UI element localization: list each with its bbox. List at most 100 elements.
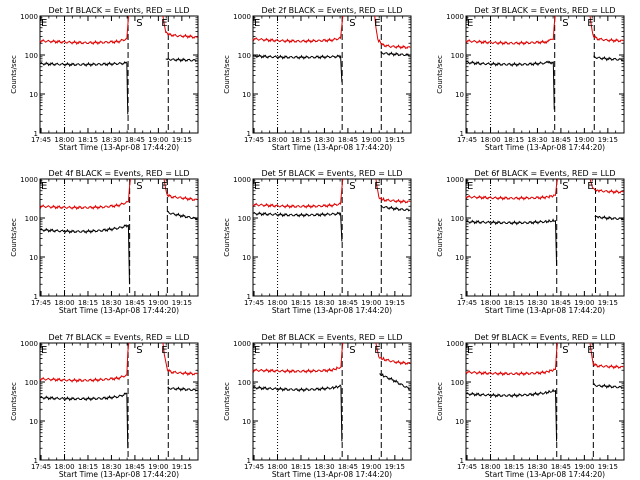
chart-title: Det 7f BLACK = Events, RED = LLD <box>48 333 189 342</box>
x-tick-label: 18:15 <box>291 463 311 471</box>
events-series-line <box>380 204 411 212</box>
y-tick-label: 1000 <box>233 13 251 21</box>
y-tick-label: 1000 <box>20 13 38 21</box>
y-axis-label: Counts/sec <box>223 382 231 421</box>
y-axis-label: Counts/sec <box>10 55 18 94</box>
y-tick-label: 100 <box>238 215 251 223</box>
x-tick-label: 18:00 <box>267 463 287 471</box>
x-tick-label: 18:30 <box>527 299 547 307</box>
lld-series-line <box>39 15 130 46</box>
interval-marker-label: E <box>374 18 380 29</box>
x-tick-label: 19:15 <box>598 463 618 471</box>
lld-series-line <box>374 15 411 50</box>
events-series-line <box>39 61 129 115</box>
x-tick-label: 18:30 <box>101 299 121 307</box>
x-tick-label: 18:00 <box>267 136 287 144</box>
x-tick-label: 18:45 <box>551 299 571 307</box>
x-tick-label: 19:15 <box>172 136 192 144</box>
x-axis-label: Start Time (13-Apr-08 17:44:20) <box>59 143 179 152</box>
y-tick-label: 1 <box>34 293 38 301</box>
interval-marker-label: E <box>41 181 47 192</box>
chart-title: Det 2f BLACK = Events, RED = LLD <box>261 6 402 15</box>
events-series-line <box>465 388 558 442</box>
lld-series-line <box>375 178 411 205</box>
x-tick-label: 19:15 <box>385 463 405 471</box>
lld-series-line <box>589 178 624 195</box>
y-axis-label: Counts/sec <box>223 55 231 94</box>
y-tick-label: 10 <box>455 254 464 262</box>
interval-marker-label: S <box>562 181 568 192</box>
x-axis-label: Start Time (13-Apr-08 17:44:20) <box>485 143 605 152</box>
events-series-line <box>465 218 558 266</box>
x-tick-label: 18:45 <box>551 463 571 471</box>
events-series-line <box>593 383 624 389</box>
x-tick-label: 17:45 <box>457 299 477 307</box>
plot-frame <box>465 178 625 297</box>
y-tick-label: 1000 <box>446 176 464 184</box>
x-axis-label: Start Time (13-Apr-08 17:44:20) <box>59 306 179 315</box>
y-tick-label: 100 <box>451 215 464 223</box>
x-tick-label: 17:45 <box>244 136 264 144</box>
y-axis-label: Counts/sec <box>10 218 18 257</box>
lld-series-line <box>252 178 344 209</box>
x-tick-label: 17:45 <box>244 463 264 471</box>
y-tick-label: 100 <box>451 379 464 387</box>
x-tick-label: 18:15 <box>78 136 98 144</box>
y-tick-label: 1 <box>34 457 38 465</box>
interval-marker-label: E <box>161 345 167 356</box>
x-tick-label: 17:45 <box>457 136 477 144</box>
lld-series-line <box>39 178 131 211</box>
x-tick-label: 19:15 <box>172 299 192 307</box>
lld-series-line <box>465 15 556 46</box>
y-tick-label: 100 <box>25 215 38 223</box>
x-tick-label: 18:45 <box>125 299 145 307</box>
plot-frame <box>465 15 625 134</box>
x-tick-label: 18:15 <box>291 299 311 307</box>
x-tick-label: 18:00 <box>480 299 500 307</box>
y-tick-label: 100 <box>238 52 251 60</box>
x-tick-label: 18:30 <box>101 463 121 471</box>
chart-panel: Det 5f BLACK = Events, RED = LLD 1 10 100 10… <box>223 169 412 315</box>
x-tick-label: 17:45 <box>31 299 51 307</box>
interval-marker-label: S <box>349 181 355 192</box>
y-axis-label: Counts/sec <box>10 382 18 421</box>
interval-marker-label: E <box>587 18 593 29</box>
y-tick-label: 1000 <box>233 340 251 348</box>
lld-series-line <box>162 342 198 377</box>
x-tick-label: 18:15 <box>504 299 524 307</box>
plot-frame <box>39 342 199 461</box>
chart-panel: Det 1f BLACK = Events, RED = LLD 1 10 100 10… <box>10 6 199 152</box>
y-axis-label: Counts/sec <box>436 218 444 257</box>
x-tick-label: 18:00 <box>480 136 500 144</box>
events-series-line <box>594 215 624 221</box>
interval-marker-label: S <box>349 345 355 356</box>
x-tick-label: 18:45 <box>551 136 571 144</box>
interval-marker-label: E <box>467 345 473 356</box>
x-tick-label: 18:00 <box>54 463 74 471</box>
interval-marker-label: E <box>587 181 593 192</box>
x-tick-label: 18:30 <box>527 136 547 144</box>
y-tick-label: 10 <box>29 254 38 262</box>
chart-title: Det 5f BLACK = Events, RED = LLD <box>261 169 402 178</box>
y-tick-label: 10 <box>29 91 38 99</box>
interval-marker-label: E <box>374 181 380 192</box>
chart-title: Det 3f BLACK = Events, RED = LLD <box>474 6 615 15</box>
lld-series-line <box>589 342 624 370</box>
x-tick-label: 19:15 <box>385 299 405 307</box>
events-series-line <box>379 373 411 390</box>
y-tick-label: 1 <box>34 130 38 138</box>
y-tick-label: 1 <box>247 130 251 138</box>
lld-series-line <box>465 178 559 201</box>
x-tick-label: 17:45 <box>31 136 51 144</box>
y-tick-label: 10 <box>242 418 251 426</box>
y-tick-label: 10 <box>242 91 251 99</box>
x-axis-label: Start Time (13-Apr-08 17:44:20) <box>272 143 392 152</box>
x-axis-label: Start Time (13-Apr-08 17:44:20) <box>485 306 605 315</box>
events-series-line <box>465 60 555 110</box>
x-tick-label: 19:00 <box>574 136 594 144</box>
y-tick-label: 1 <box>247 293 251 301</box>
y-tick-label: 100 <box>238 379 251 387</box>
lld-series-line <box>252 342 344 374</box>
y-tick-label: 10 <box>455 418 464 426</box>
events-series-line <box>39 392 129 449</box>
